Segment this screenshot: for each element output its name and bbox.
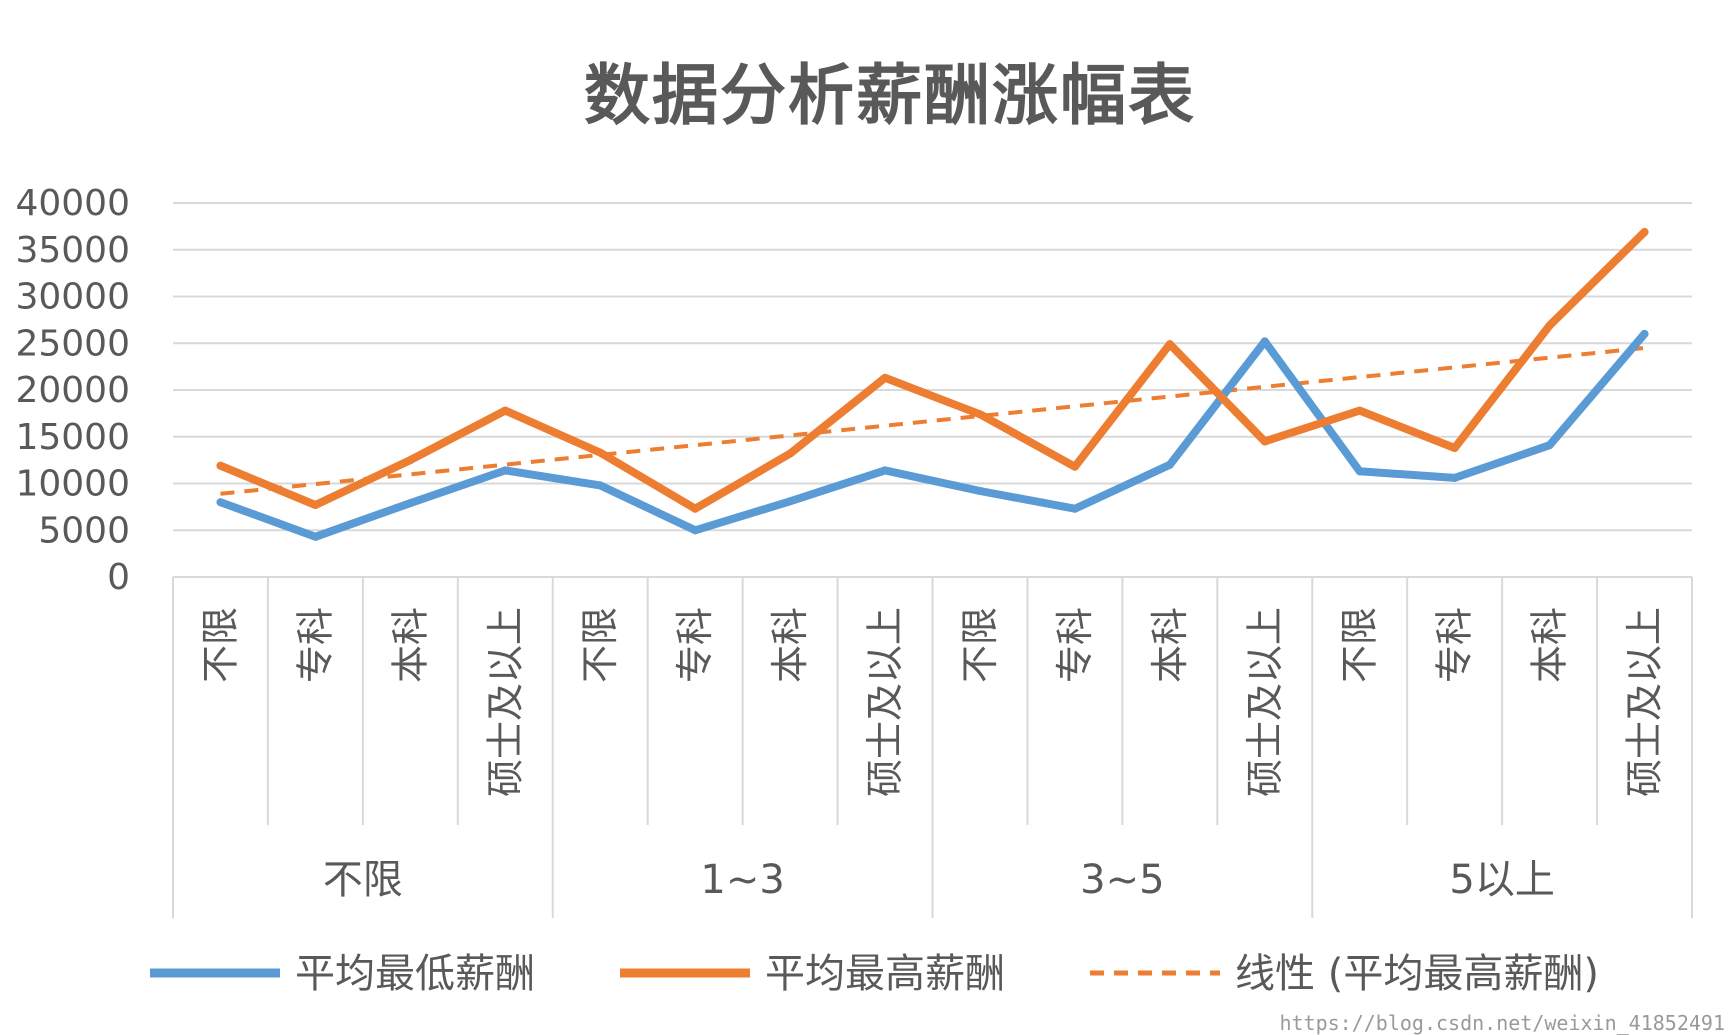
data-point: [691, 504, 700, 513]
data-point: [501, 466, 510, 475]
data-point: [216, 498, 225, 507]
chart-title: 数据分析薪酬涨幅表: [584, 57, 1196, 134]
x-tick-label: 不限: [198, 607, 242, 683]
legend-item-trend-label: 线性 (平均最高薪酬): [1235, 951, 1599, 997]
y-tick-label: 5000: [38, 510, 130, 551]
x-tick-label: 本科: [1148, 607, 1192, 683]
data-point: [406, 456, 415, 465]
data-point: [1450, 473, 1459, 482]
y-tick-label: 20000: [15, 370, 130, 411]
x-tick-label: 专科: [293, 607, 337, 683]
data-point: [1355, 406, 1364, 415]
x-group-label: 1~3: [700, 857, 784, 903]
trendline: [220, 345, 1645, 496]
data-point: [1545, 441, 1554, 450]
data-point: [406, 499, 415, 508]
series-layer: [216, 227, 1649, 541]
y-tick-label: 40000: [15, 183, 130, 224]
x-tick-label: 专科: [673, 607, 717, 683]
data-point: [786, 497, 795, 506]
data-point: [691, 526, 700, 535]
data-point: [311, 501, 320, 510]
y-tick-label: 35000: [15, 230, 130, 271]
data-point: [1165, 340, 1174, 349]
y-tick-label: 25000: [15, 323, 130, 364]
legend-item-min-label: 平均最低薪酬: [295, 951, 535, 997]
data-point: [1450, 443, 1459, 452]
x-tick-label: 本科: [768, 607, 812, 683]
y-tick-label: 15000: [15, 417, 130, 458]
data-point: [1070, 504, 1079, 513]
y-axis-ticks: 40000 35000 30000 25000 20000 15000 10000 5000 0: [15, 183, 130, 598]
data-point: [1355, 467, 1364, 476]
watermark-text: https://blog.csdn.net/weixin_41852491: [1279, 1011, 1725, 1035]
data-point: [596, 481, 605, 490]
x-group-label: 5以上: [1449, 857, 1554, 903]
data-point: [216, 461, 225, 470]
data-point: [1260, 437, 1269, 446]
data-point: [1260, 337, 1269, 346]
x-tick-label: 专科: [1433, 607, 1477, 683]
x-tick-label: 本科: [1528, 607, 1572, 683]
data-point: [311, 532, 320, 541]
gridlines: [173, 202, 1692, 532]
x-tick-label: 不限: [1338, 607, 1382, 683]
data-point: [501, 406, 510, 415]
x-tick-label: 不限: [958, 607, 1002, 683]
data-point: [596, 448, 605, 457]
series-line-1: [216, 329, 1649, 541]
data-point: [881, 373, 890, 382]
series-line-2: [216, 228, 1649, 513]
x-tick-label: 不限: [578, 607, 622, 683]
data-point: [975, 410, 984, 419]
legend: 平均最低薪酬 平均最高薪酬 线性 (平均最高薪酬): [150, 951, 1599, 997]
x-tick-label: 硕士及以上: [863, 607, 907, 797]
x-tick-label: 专科: [1053, 607, 1097, 683]
data-point: [881, 466, 890, 475]
x-group-label: 不限: [323, 857, 403, 903]
data-point: [1640, 329, 1649, 338]
data-point: [975, 486, 984, 495]
data-point: [786, 449, 795, 458]
x-group-label: 3~5: [1080, 857, 1164, 903]
x-axis: 不限 专科 本科 硕士及以上 不限 专科 本科 硕士及以上 不限 专科 本科 硕士及以上 不限 专科 本科硕…: [172, 576, 1693, 918]
y-tick-label: 0: [107, 557, 130, 598]
data-point: [1165, 460, 1174, 469]
data-point: [1545, 321, 1554, 330]
data-point: [1640, 227, 1649, 236]
x-tick-label: 硕士及以上: [483, 607, 527, 797]
y-tick-label: 30000: [15, 277, 130, 318]
x-tick-label: 硕士及以上: [1243, 607, 1287, 797]
x-tick-label: 硕士及以上: [1623, 607, 1667, 797]
x-tick-label: 本科: [388, 607, 432, 683]
legend-item-max-label: 平均最高薪酬: [765, 951, 1005, 997]
y-tick-label: 10000: [15, 464, 130, 505]
data-point: [1070, 462, 1079, 471]
